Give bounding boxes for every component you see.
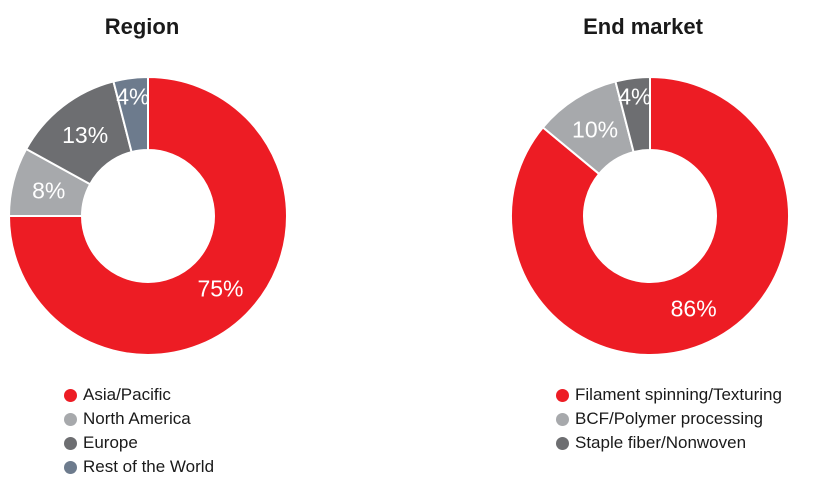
legend-item-bcf-polymer: BCF/Polymer processing <box>556 407 782 431</box>
legend-label-north-america: North America <box>83 409 191 428</box>
donut-slice-filament-spinning-texturing <box>510 75 790 356</box>
legend-swatch-staple-fiber <box>556 436 569 450</box>
legend-item-rest-of-world: Rest of the World <box>64 455 214 479</box>
legend-item-north-america: North America <box>64 407 214 431</box>
legend-label-asia-pacific: Asia/Pacific <box>83 385 171 404</box>
data-label-europe: 13% <box>62 122 108 148</box>
legend-label-bcf-polymer: BCF/Polymer processing <box>575 409 764 428</box>
data-label-asia-pacific: 75% <box>197 275 243 301</box>
legend-item-asia-pacific: Asia/Pacific <box>64 383 214 407</box>
legend-label-rest-of-world: Rest of the World <box>83 457 215 476</box>
data-label-bcf-polymer-processing: 10% <box>572 116 618 142</box>
data-label-rest-of-the-world: 4% <box>116 83 149 109</box>
data-label-north-america: 8% <box>32 178 65 204</box>
legend-swatch-europe <box>64 436 77 450</box>
donut-slice-asia-pacific <box>7 75 288 356</box>
data-label-filament-spinning-texturing: 86% <box>671 296 717 322</box>
legend-swatch-north-america <box>64 412 77 426</box>
donut-slice-staple-fiber-nonwoven <box>614 75 651 154</box>
legend-label-staple-fiber: Staple fiber/Nonwoven <box>575 433 747 452</box>
legend-label-filament-spinning: Filament spinning/Texturing <box>575 385 782 404</box>
legend-label-europe: Europe <box>83 433 138 452</box>
legend-swatch-asia-pacific <box>64 388 77 402</box>
end-market-legend: Filament spinning/Texturing BCF/Polymer … <box>556 383 782 455</box>
legend-item-filament-spinning: Filament spinning/Texturing <box>556 383 782 407</box>
end-market-chart-panel: End market 86% 10% 4% Filament spinning/Te… <box>418 0 836 482</box>
legend-swatch-bcf-polymer <box>556 412 569 426</box>
data-label-staple-fiber-nonwoven: 4% <box>618 83 651 109</box>
legend-item-europe: Europe <box>64 431 214 455</box>
region-chart-panel: Region 75% 8% 13% 4% Asia/Pacific North Ame… <box>7 14 288 479</box>
legend-item-staple-fiber: Staple fiber/Nonwoven <box>556 431 782 455</box>
region-legend: Asia/Pacific North America Europe Rest o… <box>64 383 214 479</box>
region-chart-title: Region <box>104 14 180 39</box>
end-market-donut-chart: 86% 10%4% <box>510 75 790 356</box>
end-market-chart-title: End market <box>583 14 703 39</box>
legend-swatch-filament-spinning <box>556 388 569 402</box>
donut-slice-rest-of-the-world <box>112 75 149 154</box>
legend-swatch-rest-of-world <box>64 460 77 474</box>
region-donut-chart: 75% 8% 13% 4% <box>7 75 288 356</box>
